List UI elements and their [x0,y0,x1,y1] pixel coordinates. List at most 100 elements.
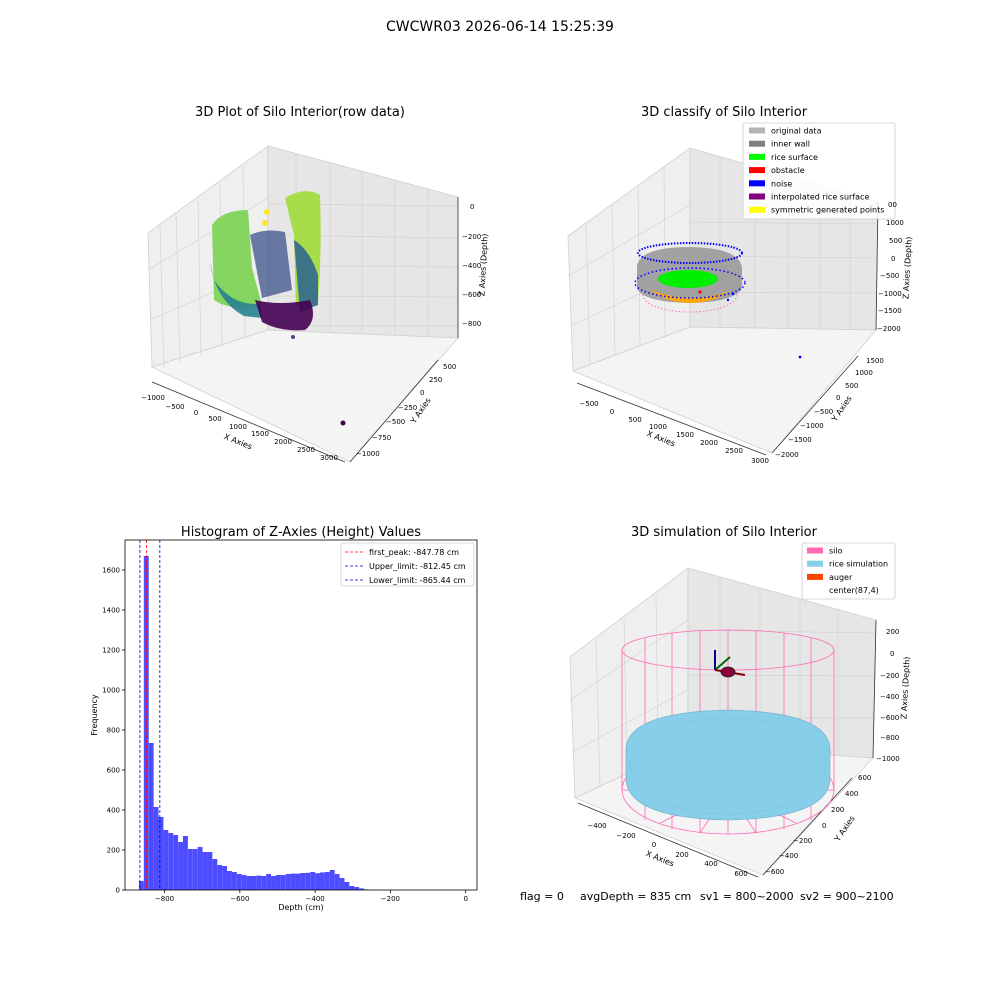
hist-x-label: Depth (cm) [278,903,323,912]
classify-z-tick: 1000 [886,219,904,227]
hist-bar [187,849,193,890]
classify-y-tick: 500 [845,382,858,390]
hist-bar [217,865,223,890]
hist-bar [227,871,232,890]
sim-rice-body [625,709,831,821]
raw-y-tick: 0 [420,389,424,397]
classify-y-tick: 1500 [866,357,884,365]
hist-y-label: Frequency [90,694,99,736]
classify-obstacle-point [698,290,702,294]
raw-wall-band-left [212,210,262,308]
raw-axes [151,197,459,463]
sim-x-tick: 200 [675,851,688,859]
panel-simulation-3d: 3D simulation of Silo Interior [569,525,912,878]
classify-z-tick: −1000 [878,290,902,298]
sim-auger-body [720,666,736,678]
raw-x-tick: 2000 [274,438,292,446]
sim-rice-surface [625,709,831,821]
sim-x-label: X Axies [645,849,676,868]
sim-y-tick: 200 [831,806,844,814]
sim-legend-label: silo [829,547,843,556]
raw-x-tick: 1500 [251,430,269,438]
classify-y-tick: −2000 [775,451,799,459]
sim-x-tick: 400 [704,860,717,868]
hist-bar [138,881,144,890]
figure-suptitle: CWCWR03 2026-06-14 15:25:39 [386,19,614,35]
raw-wall-band-right-low [294,240,318,312]
raw-wall-band-left-low [210,262,262,318]
hist-frame [124,539,478,891]
raw-x-tick: 2500 [297,446,315,454]
raw-surface-point [262,220,268,226]
classify-x-ticks: −500 0 500 1000 1500 2000 2500 3000 [579,400,769,465]
hist-legend-label: Lower_limit: -865.44 cm [369,576,466,585]
hist-bar [295,873,301,890]
classify-z-tick: 00 [888,201,897,209]
hist-y-tick: 800 [107,727,120,735]
hist-bar [275,875,281,890]
classify-y-tick: −1000 [800,422,824,430]
raw-outlier-point [340,420,346,426]
status-avg-depth: avgDepth = 835 cm [580,890,691,903]
sim-y-ticks: 600 400 200 0 −200 −400 −600 [765,774,871,876]
hist-legend-label: first_peak: -847.78 cm [369,548,459,557]
hist-bar [315,873,321,890]
sim-legend-label: rice simulation [829,560,888,569]
sim-axes [577,619,877,878]
classify-legend-swatch [749,153,765,160]
hist-bar [173,835,179,890]
hist-bar [163,830,169,890]
hist-bar [158,817,164,890]
raw-x-tick: −500 [165,403,184,411]
raw-y-tick: −500 [386,418,405,426]
raw-title: 3D Plot of Silo Interior(row data) [195,105,405,120]
sim-z-tick: −200 [880,672,899,680]
status-sv2: sv2 = 900~2100 [800,890,894,903]
classify-legend: original data inner wall rice surface obsta… [742,122,896,220]
hist-x-tick: −200 [381,895,400,903]
sim-z-ticks: 200 0 −200 −400 −600 −800 −1000 [876,628,900,763]
classify-y-ticks: 1500 1000 500 0 −500 −1000 −1500 −2000 [775,357,884,459]
hist-bar [266,874,272,890]
hist-bar [271,876,276,890]
classify-x-label: X Axies [646,429,677,448]
hist-bar [359,888,365,890]
sim-z-tick: −600 [880,714,899,722]
hist-bar [148,743,154,890]
hist-bar [329,870,335,890]
hist-x-tick: 0 [463,895,467,903]
sim-title: 3D simulation of Silo Interior [631,525,818,540]
classify-legend-swatch [749,140,765,147]
raw-z-label: Z Axies (Depth) [477,233,489,296]
raw-x-tick: 3000 [320,454,338,462]
sim-legend-swatch [807,547,823,554]
sim-z-tick: 0 [890,650,894,658]
raw-z-tick: −600 [462,291,481,299]
raw-x-label: X Axies [223,432,254,451]
classify-interpolated-surface [650,290,730,303]
sim-legend: silo rice simulation auger center(87,4) [801,542,896,600]
hist-bar [261,876,267,890]
classify-y-tick: 0 [836,394,840,402]
hist-y-tick: 600 [107,767,120,775]
classify-z-tick: 0 [891,255,895,263]
raw-y-ticks: 500 250 0 −250 −500 −750 −1000 [356,363,456,458]
hist-bar [182,836,188,890]
sim-legend-swatch [807,560,823,567]
hist-legend-label: Upper_limit: -812.45 cm [369,562,466,571]
classify-x-tick: 2000 [700,439,718,447]
panel-classify-3d: 3D classify of Silo Interior [567,105,914,465]
sim-z-label: Z Axies (Depth) [899,656,911,719]
classify-legend-label: original data [771,127,822,136]
sim-y-tick: −200 [793,837,812,845]
classify-z-label: Z Axies (Depth) [901,236,913,299]
hist-bar [251,876,257,890]
hist-bar [212,859,218,890]
classify-x-tick: −500 [579,400,598,408]
classify-noise-ring-low [634,267,746,299]
raw-x-ticks: −1000 −500 0 500 1000 1500 2000 2500 300… [141,394,338,462]
sim-x-tick: −200 [616,832,635,840]
hist-bar [290,873,296,890]
hist-x-tick: −600 [230,895,249,903]
